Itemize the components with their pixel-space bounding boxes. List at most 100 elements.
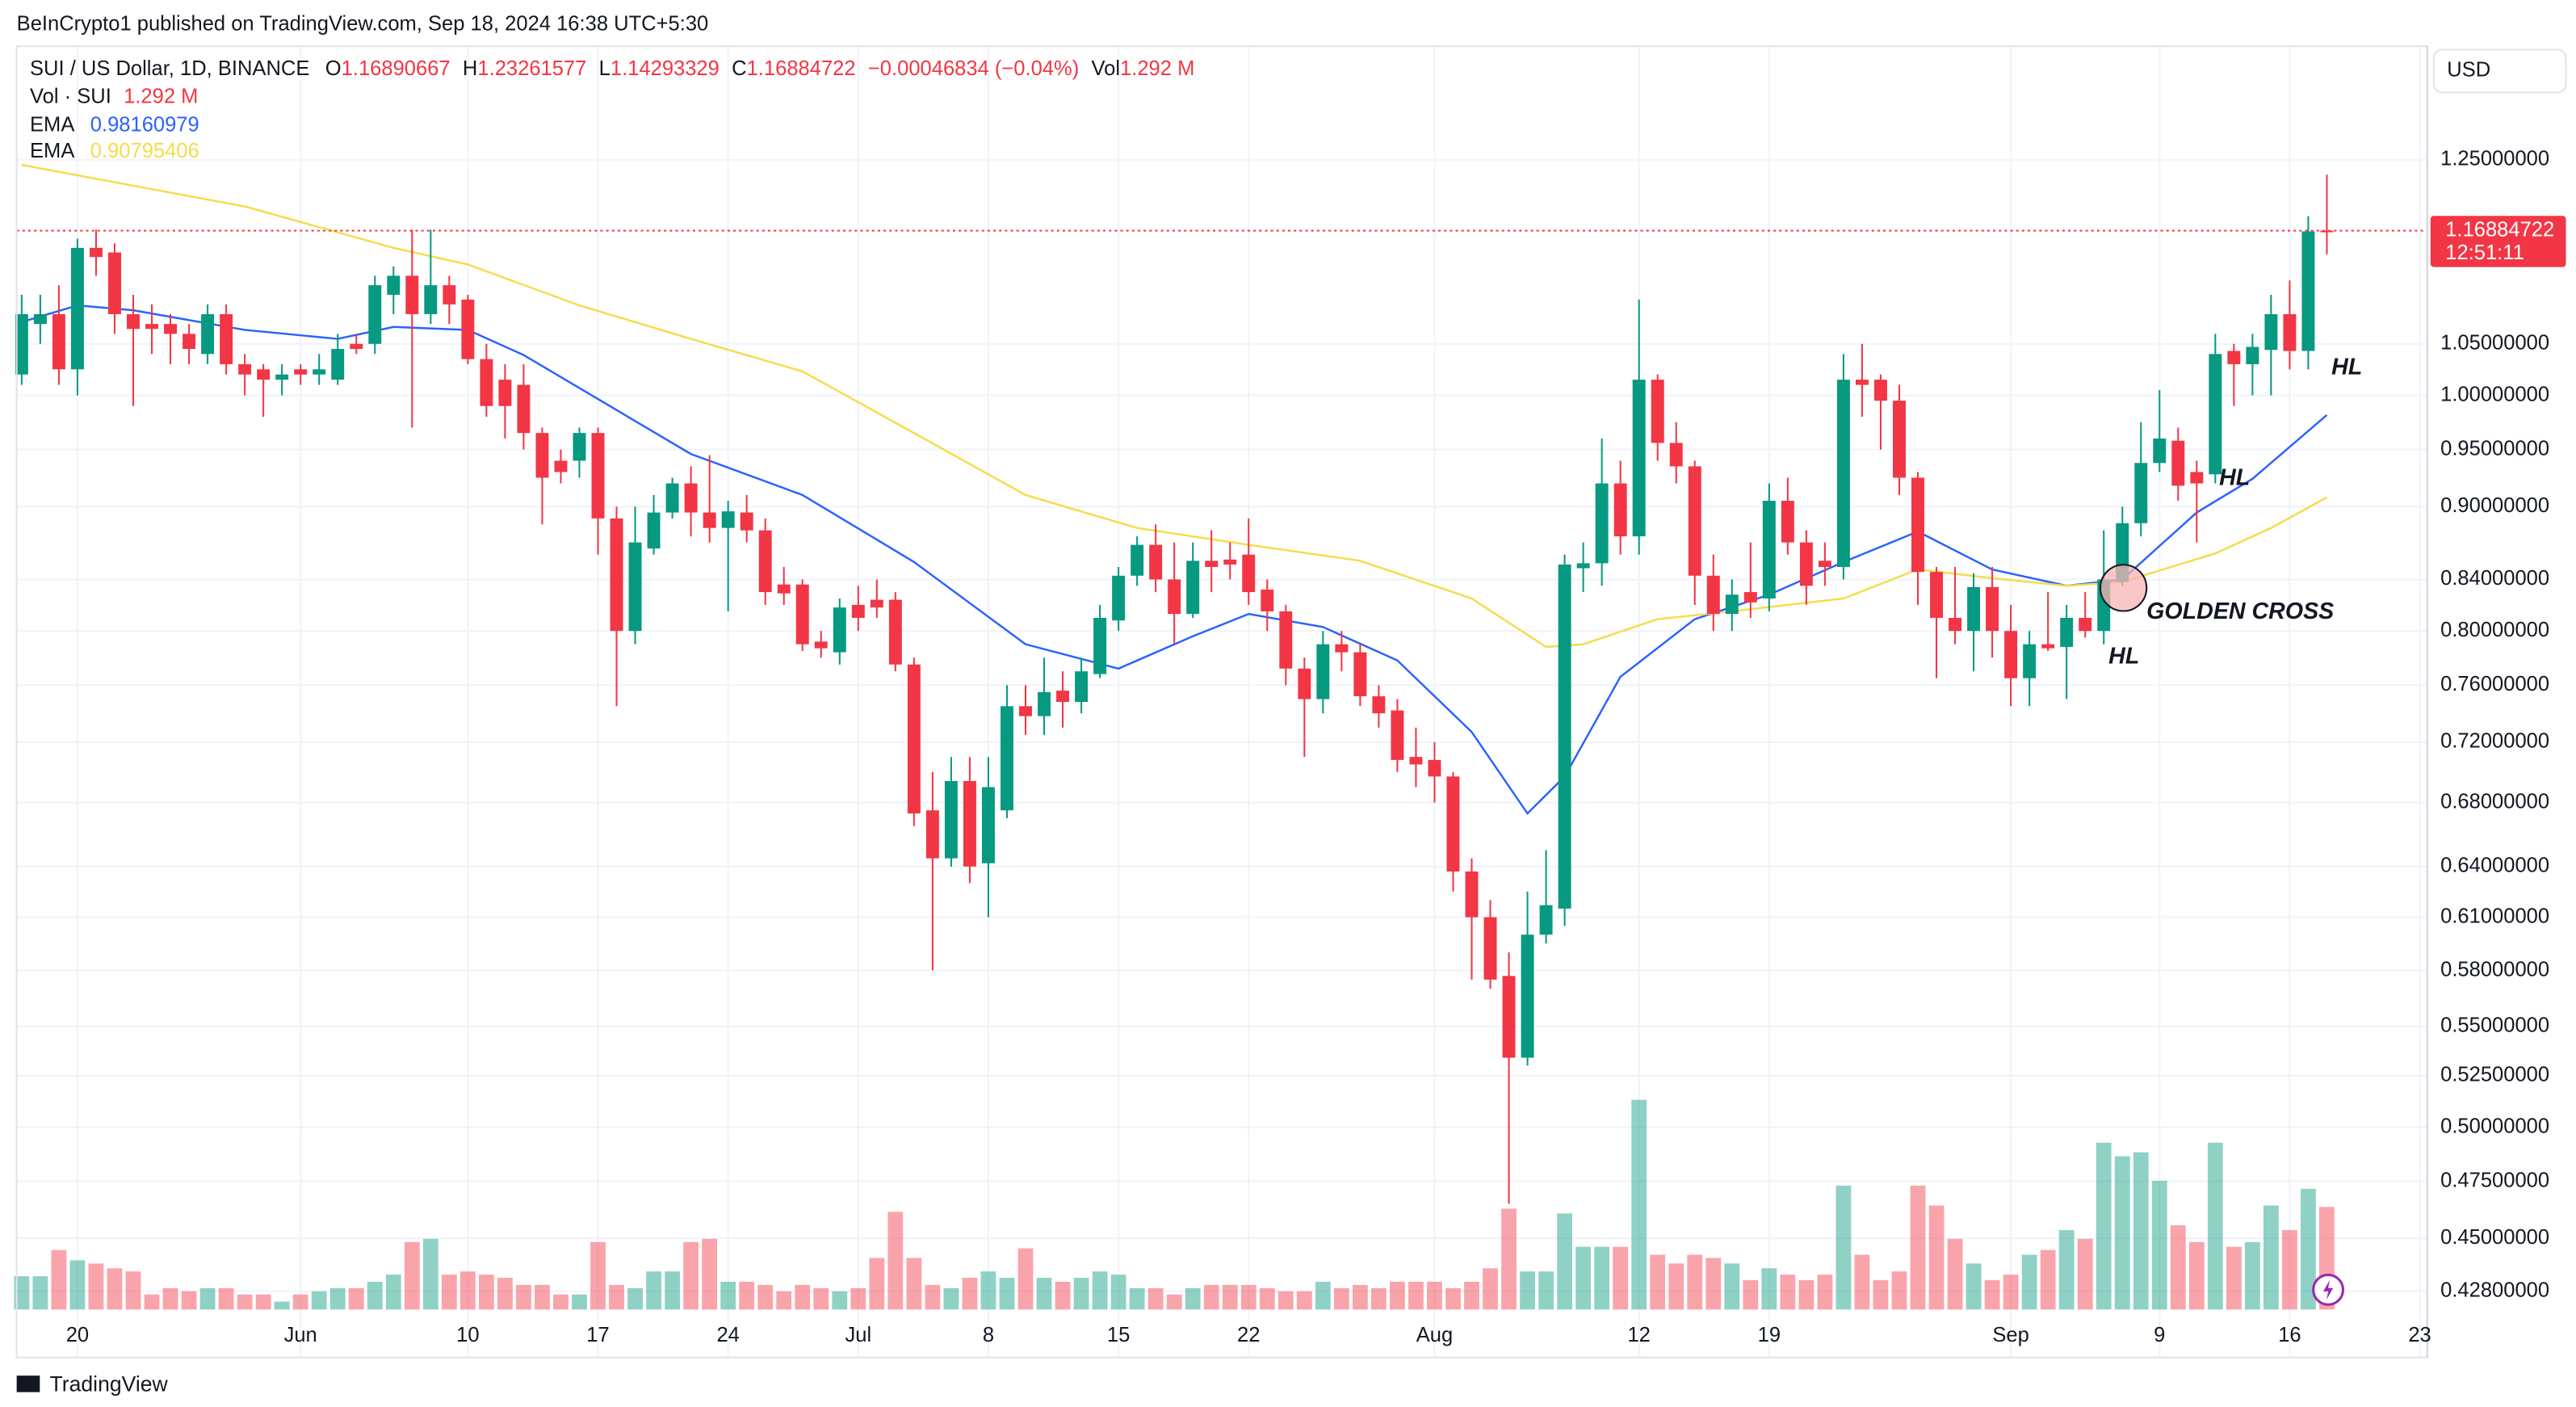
volume-bar bbox=[181, 1291, 197, 1310]
volume-bar bbox=[720, 1281, 736, 1310]
candle-body bbox=[1818, 561, 1831, 567]
volume-bar bbox=[1315, 1281, 1331, 1310]
volume-bar bbox=[1333, 1287, 1349, 1310]
annotation: HL bbox=[2331, 355, 2362, 380]
ema-value: 0.98160979 bbox=[90, 113, 199, 136]
y-tick-label: 0.47500000 bbox=[2440, 1169, 2549, 1191]
candle-body bbox=[554, 460, 568, 472]
candle-body bbox=[1279, 611, 1293, 669]
candle-body bbox=[777, 584, 791, 594]
candle-body bbox=[1446, 776, 1460, 872]
candle-body bbox=[331, 349, 345, 380]
candle-body bbox=[1335, 644, 1349, 653]
volume-bar bbox=[2133, 1152, 2149, 1310]
price-tag bbox=[2430, 216, 2566, 267]
x-tick-label: 19 bbox=[1758, 1324, 1781, 1346]
x-tick-label: 8 bbox=[983, 1324, 994, 1346]
candle-body bbox=[1298, 668, 1311, 699]
candle-body bbox=[1688, 466, 1701, 576]
volume-bar bbox=[311, 1291, 327, 1310]
candle-body bbox=[257, 369, 271, 380]
y-tick-label: 0.72000000 bbox=[2440, 730, 2549, 753]
x-tick-label: 12 bbox=[1627, 1324, 1650, 1346]
volume-bar bbox=[757, 1284, 774, 1310]
volume-bar bbox=[1891, 1271, 1907, 1310]
candle-body bbox=[1539, 905, 1553, 935]
volume-bar bbox=[627, 1287, 643, 1310]
ohlc-value: 1.23261577 bbox=[477, 57, 586, 80]
candle-body bbox=[1483, 917, 1497, 980]
volume-bar bbox=[1092, 1271, 1108, 1310]
x-tick-label: Sep bbox=[1992, 1324, 2028, 1346]
volume-bar bbox=[88, 1263, 104, 1310]
volume-bar bbox=[1408, 1281, 1424, 1310]
candle-body bbox=[1353, 652, 1367, 697]
volume-bar bbox=[1724, 1263, 1740, 1310]
volume-bar bbox=[1017, 1248, 1034, 1310]
currency[interactable]: USD bbox=[2447, 59, 2490, 82]
candle-body bbox=[1893, 401, 1906, 478]
y-tick-label: 0.90000000 bbox=[2440, 494, 2549, 517]
y-tick-label: 0.80000000 bbox=[2440, 619, 2549, 641]
candle-body bbox=[183, 334, 196, 350]
volume-bar bbox=[1036, 1278, 1052, 1310]
volume-bar bbox=[1780, 1275, 1796, 1310]
volume-bar bbox=[813, 1287, 829, 1310]
footer-logo: TradingView bbox=[16, 1371, 169, 1396]
candle-body bbox=[52, 313, 65, 370]
volume-bar bbox=[1594, 1246, 1610, 1310]
candle-body bbox=[2320, 230, 2334, 233]
volume-bar bbox=[1668, 1263, 1684, 1310]
volume-bar bbox=[1910, 1185, 1926, 1310]
candle-body bbox=[573, 433, 586, 461]
candle-body bbox=[981, 787, 995, 863]
candle-body bbox=[1093, 617, 1107, 674]
candle-body bbox=[33, 313, 47, 325]
candle-body bbox=[294, 369, 308, 375]
candle-body bbox=[2246, 346, 2259, 364]
volume-bar bbox=[1296, 1291, 1312, 1310]
candle-body bbox=[2227, 351, 2241, 364]
candle-body bbox=[888, 599, 902, 665]
volume-bar bbox=[1854, 1254, 1870, 1310]
volume-bar bbox=[1538, 1271, 1554, 1310]
volume-bar bbox=[237, 1294, 253, 1310]
volume-bar bbox=[2207, 1142, 2223, 1310]
ema-name: EMA bbox=[30, 140, 74, 162]
currency-button[interactable] bbox=[2432, 48, 2567, 94]
ohlc-value: 1.14293329 bbox=[610, 57, 720, 80]
volume-bar bbox=[125, 1271, 141, 1310]
publisher: BeInCrypto1 published on TradingView.com… bbox=[17, 12, 709, 35]
candle-body bbox=[1205, 561, 1219, 567]
volume-bar bbox=[1240, 1284, 1257, 1310]
vol-label: Vol bbox=[1092, 57, 1121, 80]
y-tick-label: 0.50000000 bbox=[2440, 1115, 2549, 1137]
volume-bar bbox=[1390, 1281, 1405, 1310]
logo-mark bbox=[16, 1376, 40, 1392]
candle-body bbox=[1149, 544, 1163, 580]
candle-body bbox=[1242, 554, 1256, 593]
volume-bar bbox=[348, 1287, 364, 1310]
candle-body bbox=[2283, 313, 2297, 351]
candle-body bbox=[851, 604, 865, 618]
symbol-title: SUI / US Dollar, 1D, BINANCE bbox=[30, 57, 309, 80]
candle-body bbox=[405, 275, 419, 314]
candle-body bbox=[1428, 759, 1441, 777]
candle-body bbox=[944, 780, 958, 859]
ohlc-label: C bbox=[732, 57, 746, 80]
volume-bar bbox=[535, 1284, 550, 1310]
candle-body bbox=[1986, 586, 1999, 632]
candle-body bbox=[535, 433, 549, 478]
y-tick-label: 0.95000000 bbox=[2440, 437, 2549, 460]
vol-name: Vol · SUI bbox=[30, 85, 111, 107]
volume-bar bbox=[2244, 1241, 2260, 1310]
volume-bar bbox=[999, 1278, 1015, 1310]
change: −0.00046834 (−0.04%) bbox=[868, 57, 1079, 80]
annotation: GOLDEN CROSS bbox=[2146, 598, 2334, 624]
candle-body bbox=[1855, 380, 1869, 385]
volume-bar bbox=[2151, 1181, 2167, 1310]
volume-bar bbox=[1687, 1254, 1703, 1310]
candle-body bbox=[1949, 617, 1962, 632]
volume-bar bbox=[459, 1271, 476, 1310]
